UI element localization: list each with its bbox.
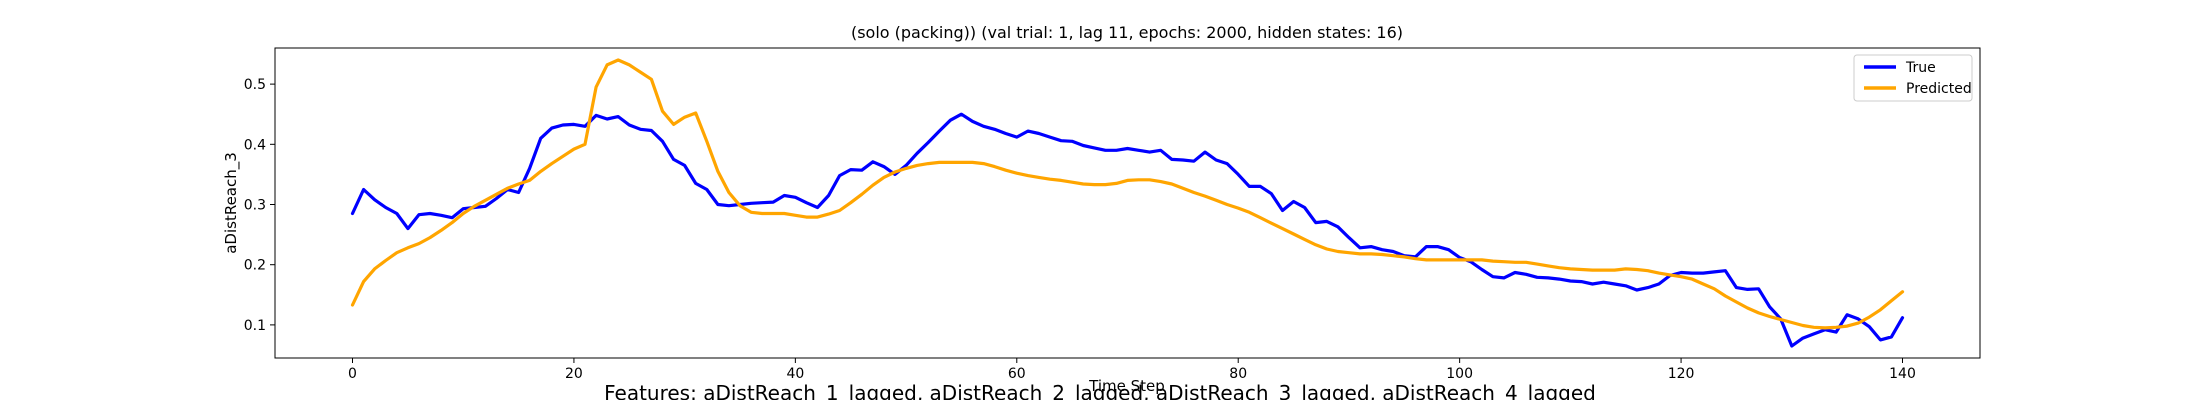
- y-tick-label: 0.2: [244, 258, 266, 274]
- x-tick-label: 0: [348, 366, 357, 382]
- x-axis-ticks: 0 20 40 60 80 100 120 140: [348, 358, 1916, 382]
- legend: True Predicted: [1853, 54, 1973, 102]
- legend-label-predicted: Predicted: [1906, 81, 1972, 97]
- x-tick-label: 120: [1668, 366, 1695, 382]
- series-line-predicted: [350, 58, 1905, 330]
- y-tick-label: 0.5: [244, 77, 266, 93]
- series-line-true: [350, 112, 1905, 348]
- legend-label-true: True: [1905, 60, 1936, 76]
- plot-frame: [274, 47, 1981, 359]
- y-axis-label: aDistReach_3: [222, 152, 241, 254]
- y-tick-label: 0.4: [244, 137, 266, 153]
- y-tick-label: 0.3: [244, 198, 266, 214]
- chart-title: (solo (packing)) (val trial: 1, lag 11, …: [851, 23, 1403, 42]
- series-lines: [350, 58, 1905, 348]
- plot-background: [275, 48, 1980, 358]
- x-tick-label: 140: [1889, 366, 1916, 382]
- y-axis-ticks: 0.1 0.2 0.3 0.4 0.5: [244, 77, 275, 334]
- x-tick-label: 100: [1446, 366, 1473, 382]
- features-caption: Features: aDistReach_1_lagged, aDistReac…: [604, 381, 1596, 400]
- y-tick-label: 0.1: [244, 318, 266, 334]
- x-tick-label: 20: [565, 366, 583, 382]
- x-tick-label: 80: [1229, 366, 1247, 382]
- x-tick-label: 40: [786, 366, 804, 382]
- x-axis-label: Time Step: [1088, 377, 1165, 395]
- x-tick-label: 60: [1008, 366, 1026, 382]
